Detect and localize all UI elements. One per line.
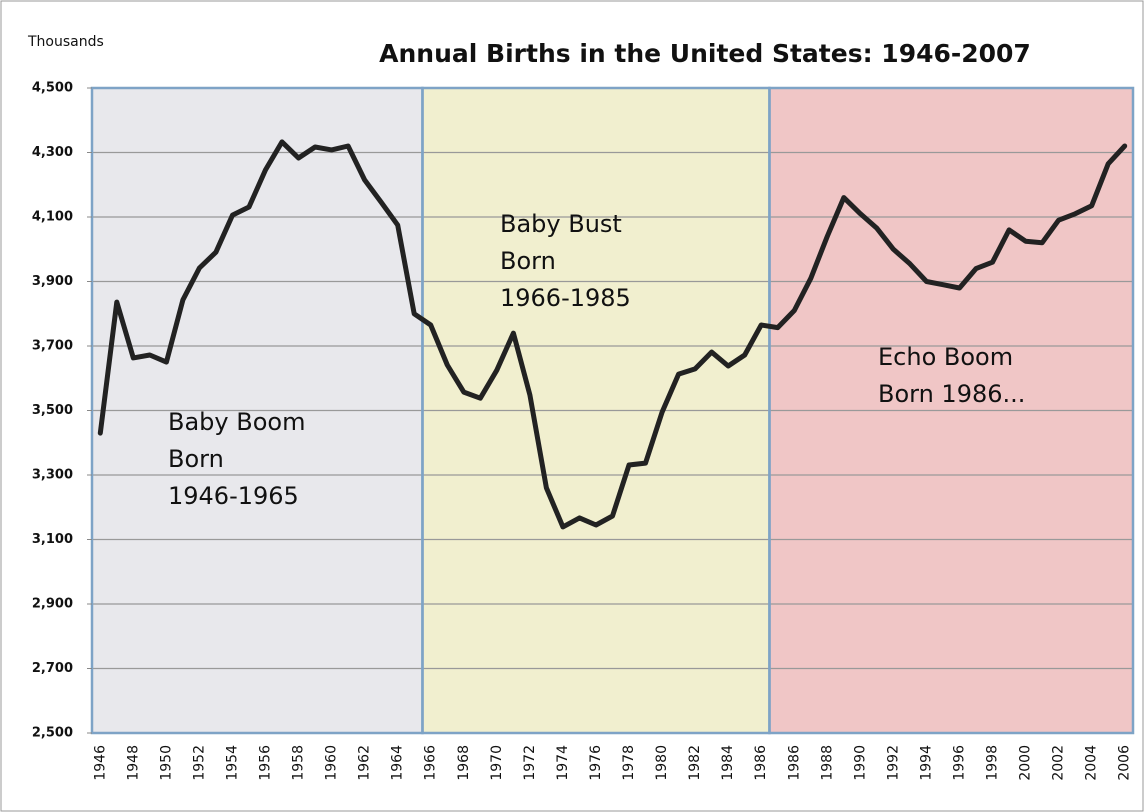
y-axis-label: Thousands <box>27 34 104 50</box>
x-tick-label: 1952 <box>191 745 207 781</box>
x-tick-label: 1966 <box>423 745 439 781</box>
x-tick-label: 1980 <box>654 745 670 781</box>
x-tick-label: 1986 <box>753 745 769 781</box>
y-tick-label: 2,700 <box>32 661 73 676</box>
y-tick-label: 3,500 <box>32 403 73 418</box>
y-tick-label: 4,100 <box>32 210 73 225</box>
x-tick-label: 2002 <box>1051 745 1067 781</box>
y-tick-label: 4,300 <box>32 145 73 160</box>
region-border <box>768 86 1135 735</box>
x-tick-label: 1988 <box>819 745 835 781</box>
region-label: Echo Boom <box>878 343 1013 371</box>
region-label: Born <box>500 247 556 275</box>
x-tick-label: 1994 <box>918 745 934 781</box>
x-tick-label: 1978 <box>621 745 637 781</box>
x-tick-label: 1954 <box>224 745 240 781</box>
x-tick-label: 1976 <box>588 745 604 781</box>
y-tick-label: 3,700 <box>32 339 73 354</box>
x-tick-label: 1996 <box>952 745 968 781</box>
y-tick-label: 3,100 <box>32 532 73 547</box>
y-tick-label: 3,300 <box>32 468 73 483</box>
y-tick-label: 3,900 <box>32 274 73 289</box>
plot: Baby Boom Born 1946-1965 Baby Bust Born 1966-… <box>32 81 1133 781</box>
x-tick-label: 1960 <box>324 745 340 781</box>
x-tick-label: 2000 <box>1018 745 1034 781</box>
region-label: Baby Bust <box>500 210 622 238</box>
x-tick-label: 2004 <box>1084 745 1100 781</box>
x-tick-label: 1968 <box>456 745 472 781</box>
x-tick-label: 1990 <box>852 745 868 781</box>
x-tick-label: 1986 <box>786 745 802 781</box>
y-tick-label: 2,900 <box>32 597 73 612</box>
region-label: Born 1986... <box>878 380 1025 408</box>
data-line <box>97 139 1128 530</box>
x-tick-label: 1956 <box>258 745 274 781</box>
x-tick-label: 1948 <box>125 745 141 781</box>
y-tick-label: 2,500 <box>32 726 73 741</box>
region-label: Baby Boom <box>168 408 305 436</box>
x-tick-label: 1998 <box>985 745 1001 781</box>
x-tick-label: 1992 <box>885 745 901 781</box>
x-tick-label: 2006 <box>1117 745 1133 781</box>
chart-title: Annual Births in the United States: 1946… <box>379 39 1031 68</box>
x-tick-label: 1970 <box>489 745 505 781</box>
x-tick-label: 1950 <box>158 745 174 781</box>
y-tick-label: 4,500 <box>32 81 73 96</box>
x-tick-label: 1958 <box>291 745 307 781</box>
region-label: 1946-1965 <box>168 482 299 510</box>
region-label: 1966-1985 <box>500 284 631 312</box>
x-tick-label: 1946 <box>92 745 108 781</box>
x-tick-label: 1974 <box>555 745 571 781</box>
region-label: Born <box>168 445 224 473</box>
x-tick-label: 1962 <box>357 745 373 781</box>
x-tick-label: 1984 <box>720 745 736 781</box>
x-tick-label: 1964 <box>390 745 406 781</box>
x-tick-label: 1982 <box>687 745 703 781</box>
x-tick-label: 1972 <box>522 745 538 781</box>
